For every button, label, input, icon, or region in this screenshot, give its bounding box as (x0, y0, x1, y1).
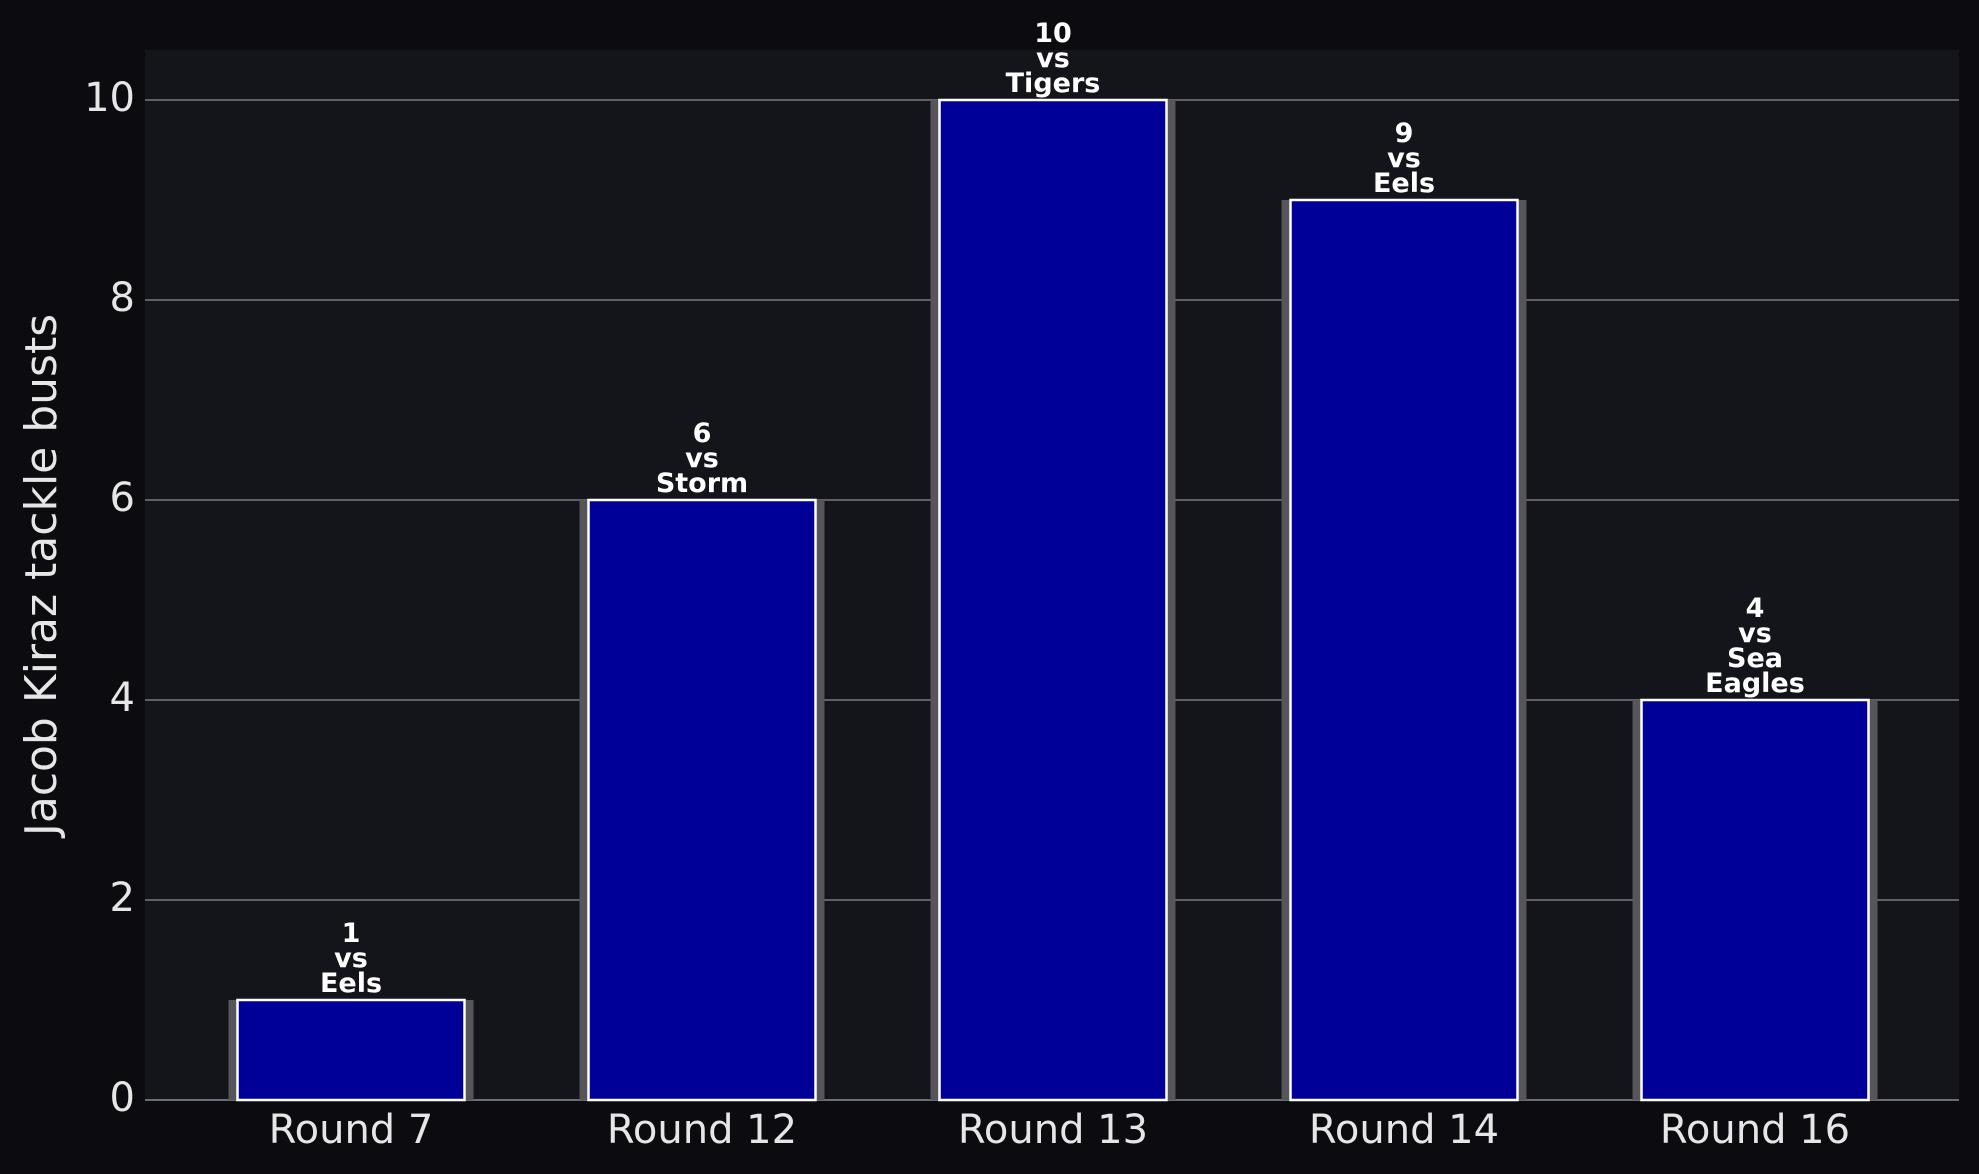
data-label: 4 vs Sea Eagles (1705, 593, 1805, 699)
x-tick-label: Round 14 (1309, 1107, 1499, 1153)
x-tick-label: Round 7 (269, 1107, 434, 1153)
y-tick-label: 4 (110, 675, 135, 721)
data-label: 6 vs Storm (656, 418, 748, 499)
bar (236, 998, 466, 1102)
y-tick-label: 8 (110, 275, 135, 321)
y-tick-label: 0 (110, 1075, 135, 1121)
data-label: 1 vs Eels (320, 918, 382, 999)
y-axis-label: Jacob Kiraz tackle busts (16, 314, 67, 839)
y-tick-label: 6 (110, 475, 135, 521)
y-tick-label: 2 (110, 875, 135, 921)
bar (1289, 198, 1519, 1102)
data-label: 9 vs Eels (1373, 118, 1435, 199)
x-tick-label: Round 16 (1660, 1107, 1850, 1153)
y-tick-label: 10 (84, 75, 135, 121)
x-tick-label: Round 12 (607, 1107, 797, 1153)
bar (587, 498, 817, 1102)
bar (938, 98, 1168, 1102)
bar (1640, 698, 1870, 1102)
x-tick-label: Round 13 (958, 1107, 1148, 1153)
data-label: 10 vs Tigers (1006, 18, 1101, 99)
